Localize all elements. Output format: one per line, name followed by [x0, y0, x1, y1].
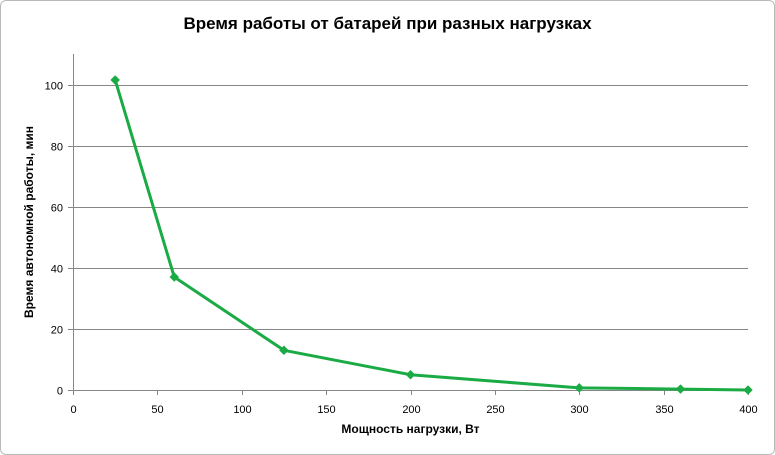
y-axis-label: Время автономной работы, мин: [22, 126, 36, 318]
data-point: [743, 385, 753, 395]
x-tick-label: 250: [486, 404, 504, 416]
series: [110, 75, 753, 395]
data-point: [279, 345, 289, 356]
y-tick-label: 80: [51, 142, 63, 154]
series-line: [113, 78, 750, 392]
x-tick-label: 0: [70, 404, 76, 416]
data-point: [675, 384, 686, 394]
y-tick-label: 40: [51, 264, 63, 276]
y-tick-label: 100: [45, 81, 63, 93]
y-tick-label: 0: [57, 386, 63, 398]
y-tick-label: 20: [51, 325, 63, 337]
data-point: [110, 75, 121, 85]
x-tick-label: 300: [570, 404, 588, 416]
data-point: [405, 369, 416, 380]
tick-labels: 0 20 40 60 80 100 0 50 100 150 200 250 300 350 400: [45, 81, 758, 417]
x-tick-label: 350: [655, 404, 673, 416]
x-axis-label: Мощность нагрузки, Вт: [341, 422, 479, 436]
x-tick-label: 150: [317, 404, 335, 416]
data-point: [574, 383, 585, 393]
chart-title: Время работы от батарей при разных нагру…: [183, 14, 592, 33]
axes: [68, 54, 749, 395]
x-tick-label: 50: [151, 404, 163, 416]
x-tick-label: 400: [739, 404, 757, 416]
x-tick-label: 100: [233, 404, 251, 416]
gridlines: [73, 85, 748, 330]
data-point: [169, 272, 180, 282]
y-tick-label: 60: [51, 203, 63, 215]
x-tick-label: 200: [402, 404, 420, 416]
